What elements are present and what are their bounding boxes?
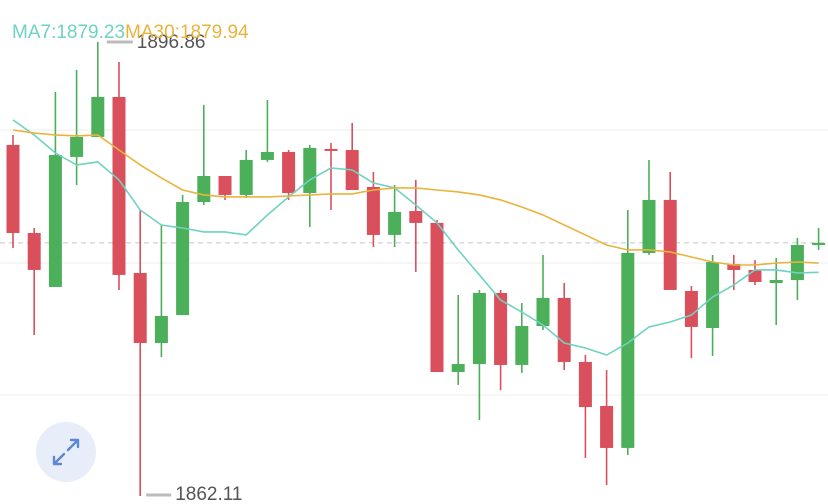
candle-body [260, 151, 274, 160]
candle-body [239, 159, 253, 195]
candle-body [197, 176, 211, 203]
candle-body [48, 154, 62, 287]
candle-body [409, 211, 423, 223]
expand-button[interactable] [36, 422, 96, 482]
candle-body [557, 297, 571, 362]
candle-body [91, 96, 105, 137]
legend-entry: MA7:1879.23 [12, 22, 125, 43]
min-label: 1862.11 [175, 484, 242, 504]
expand-button-bg[interactable] [36, 422, 96, 482]
candle-body [303, 147, 317, 194]
candle-body [748, 269, 762, 282]
ma-line [12, 119, 819, 356]
grid [0, 129, 828, 396]
candle-body [812, 242, 826, 246]
candle-body [133, 272, 147, 344]
candle-body [176, 202, 190, 316]
legend-entry: MA30:1879.94 [125, 22, 249, 43]
candle-body [769, 280, 783, 284]
max-label: 1896.86 [137, 32, 206, 53]
candle-body [642, 199, 656, 253]
candle-body [472, 292, 486, 365]
candle-body [388, 211, 402, 235]
legend: MA7:1879.23MA30:1879.94 [12, 22, 249, 43]
candle-body [578, 361, 592, 408]
candle-body [218, 176, 232, 195]
candle-body [154, 315, 168, 344]
candle-body [515, 326, 529, 365]
candle-body [621, 252, 635, 448]
candle-body [663, 199, 677, 290]
candle-body [706, 261, 720, 328]
candle-body [430, 222, 444, 373]
candle-body [366, 186, 380, 235]
candle-body [324, 148, 338, 151]
candle-body [70, 136, 84, 157]
candle-body [684, 291, 698, 327]
plot [6, 41, 826, 497]
ma-line [12, 129, 819, 266]
candle-body [494, 292, 508, 365]
candle-body [6, 144, 20, 233]
candle-body [282, 151, 296, 194]
candle-body [536, 297, 550, 327]
candle-body [727, 263, 741, 270]
candle-body [112, 96, 126, 275]
candle-body [451, 364, 465, 373]
candle-body [27, 232, 41, 270]
candle-body [600, 405, 614, 448]
expand-icon[interactable] [52, 438, 80, 466]
